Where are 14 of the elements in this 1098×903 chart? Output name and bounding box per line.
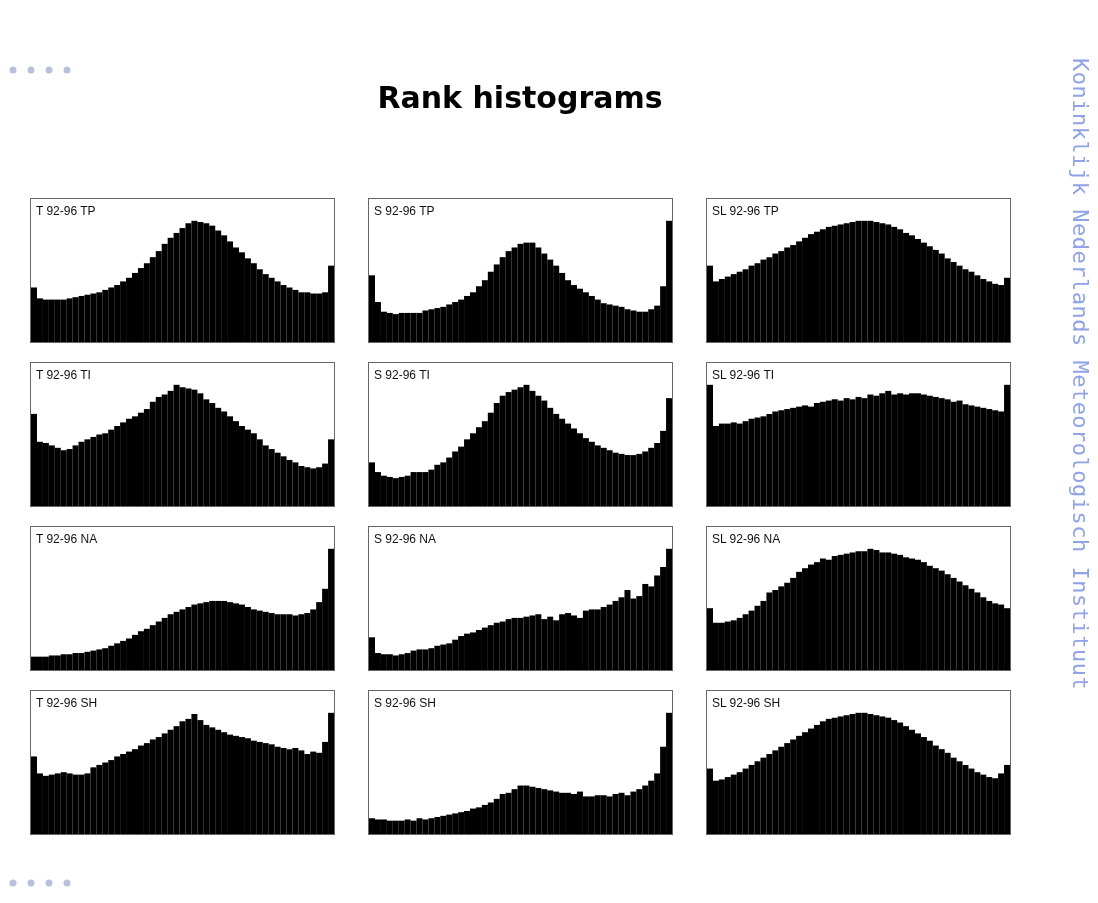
chart-title: T 92-96 SH: [36, 696, 98, 710]
chart-title: SL 92-96 SH: [712, 696, 781, 710]
chart-title: SL 92-96 TP: [712, 204, 779, 218]
chart-title: S 92-96 TP: [374, 204, 435, 218]
chart-title: T 92-96 NA: [36, 532, 98, 546]
text: Koninklijk Nederlands Meteorologisch Instituut: [1068, 58, 1093, 691]
chart-title: T 92-96 TI: [36, 368, 91, 382]
chart-title: SL 92-96 TI: [712, 368, 775, 382]
chart-title: T 92-96 TP: [36, 204, 96, 218]
chart-title: SL 92-96 NA: [712, 532, 781, 546]
chart-title: S 92-96 SH: [374, 696, 437, 710]
text: Rank histograms: [376, 80, 664, 115]
chart-title: S 92-96 NA: [374, 532, 437, 546]
chart-title: S 92-96 TI: [374, 368, 430, 382]
